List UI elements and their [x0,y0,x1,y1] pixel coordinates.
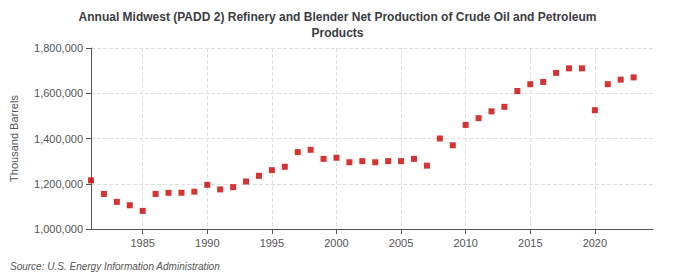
svg-text:2020: 2020 [583,237,607,249]
svg-text:1,200,000: 1,200,000 [34,178,83,190]
svg-text:Source: U.S. Energy Informatio: Source: U.S. Energy Information Administ… [10,261,220,272]
svg-text:1,600,000: 1,600,000 [34,87,83,99]
svg-text:2015: 2015 [518,237,542,249]
svg-text:1990: 1990 [195,237,219,249]
svg-text:1,400,000: 1,400,000 [34,133,83,145]
svg-text:2005: 2005 [389,237,413,249]
svg-text:2000: 2000 [324,237,348,249]
svg-text:1,000,000: 1,000,000 [34,223,83,235]
svg-text:Annual Midwest (PADD 2) Refine: Annual Midwest (PADD 2) Refinery and Ble… [79,10,597,24]
svg-text:2010: 2010 [453,237,477,249]
svg-text:1985: 1985 [130,237,154,249]
svg-text:1995: 1995 [260,237,284,249]
svg-text:Thousand Barrels: Thousand Barrels [8,95,20,182]
svg-text:Products: Products [311,26,363,40]
svg-text:1,800,000: 1,800,000 [34,42,83,54]
